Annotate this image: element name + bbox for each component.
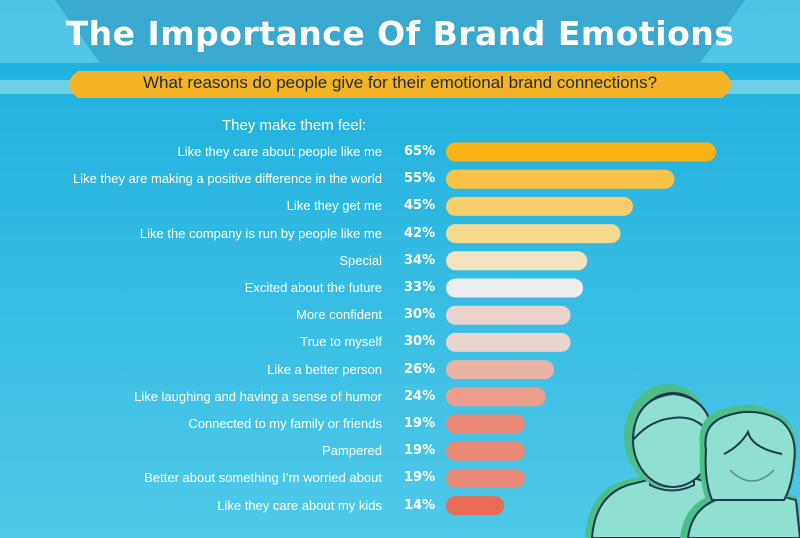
category-label: Connected to my family or friends [188,416,382,431]
value-label: 30% [404,334,436,350]
bar [446,305,571,325]
bar [446,169,675,189]
value-label: 65% [404,144,436,159]
bar [446,496,505,516]
page-subtitle: What reasons do people give for their em… [142,73,658,92]
value-label: 55% [404,171,436,187]
bar [446,332,571,352]
bar [446,251,588,271]
bar [446,468,525,488]
value-label: 14% [404,497,436,513]
bar [446,414,525,434]
value-label: 34% [404,252,436,268]
section-label: They make them feel: [222,117,367,134]
value-label: 45% [404,198,436,214]
category-label: Like a better person [267,361,382,377]
value-label: 19% [404,470,436,486]
category-label: Pampered [322,443,382,459]
bar [446,278,584,298]
category-label: Like laughing and having a sense of humo… [134,388,382,404]
bar [446,142,716,162]
category-label: True to myself [300,334,382,350]
value-label: 42% [404,225,436,241]
value-label: 19% [404,443,436,459]
bar [446,441,525,461]
category-label: Like they care about people like me [177,144,382,159]
category-label: Excited about the future [244,280,382,295]
category-label: More confident [296,307,382,323]
subtitle-band [69,71,731,98]
category-label: Like they get me [286,198,382,214]
bar [446,196,633,216]
category-label: Better about something I’m worried about [144,470,382,486]
woman-silhouette [680,404,800,538]
bar [446,387,546,407]
category-label: Like they are making a positive differen… [72,171,382,187]
value-label: 30% [404,307,436,323]
category-label: Like the company is run by people like m… [139,225,382,241]
page-title: The Importance Of Brand Emotions [65,14,735,53]
category-label: Special [339,252,382,268]
bar [446,360,554,380]
value-label: 33% [404,280,436,295]
bar [446,224,621,244]
value-label: 19% [404,416,436,431]
value-label: 26% [404,361,436,377]
value-label: 24% [404,388,436,404]
category-label: Like they care about my kids [217,497,382,513]
title-band [55,0,745,63]
